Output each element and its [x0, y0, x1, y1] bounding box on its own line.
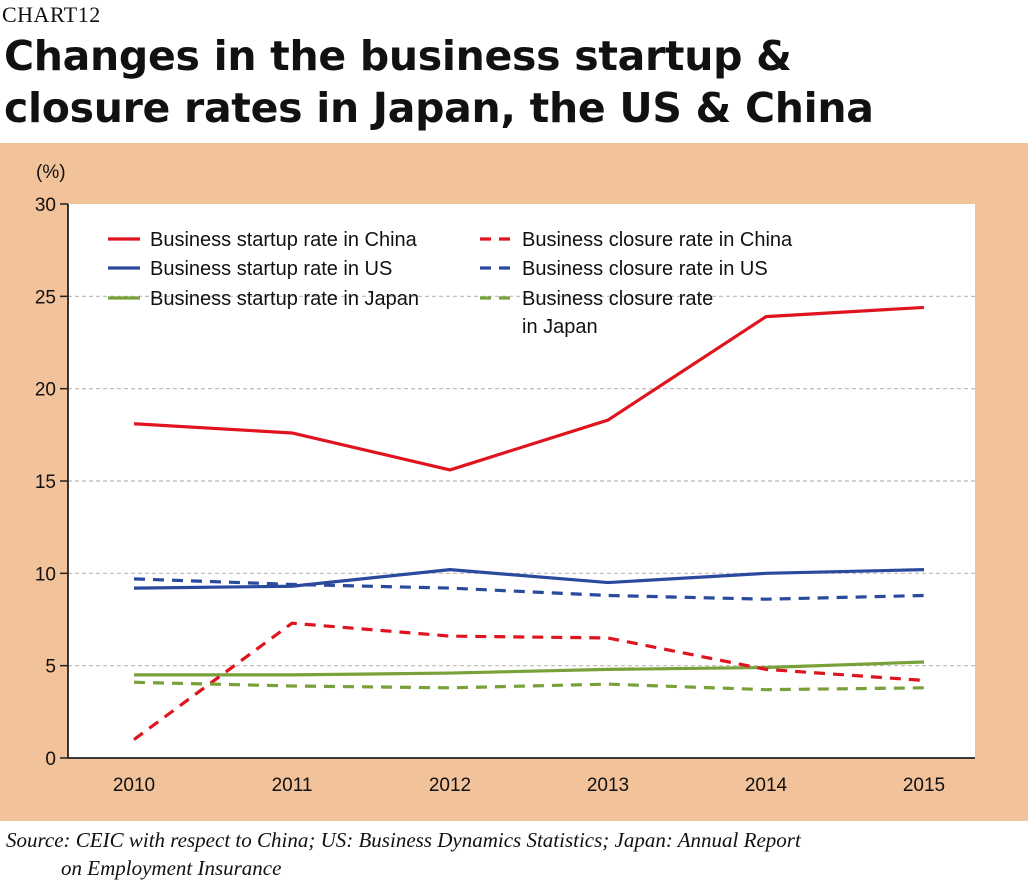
legend-label: Business closure rate in US	[522, 258, 768, 280]
legend-label: Business closure rate in China	[522, 229, 793, 251]
source-note: Source: CEIC with respect to China; US: …	[6, 826, 1022, 882]
source-line-1: Source: CEIC with respect to China; US: …	[6, 828, 801, 852]
x-tick-label: 2013	[587, 775, 629, 796]
legend-label: in Japan	[522, 316, 598, 338]
series-lines	[133, 305, 925, 741]
legend-label: Business startup rate in China	[150, 229, 418, 251]
series-line-0	[133, 305, 925, 472]
y-tick-label: 15	[35, 472, 56, 493]
chart-title: Changes in the business startup & closur…	[4, 30, 1024, 134]
chart-title-line-1: Changes in the business startup &	[4, 32, 792, 80]
x-tick-label: 2012	[429, 775, 471, 796]
y-tick-label: 0	[45, 749, 56, 770]
y-axis-label: (%)	[36, 162, 66, 183]
axes: 0 5 10 15 20 25 30 (%) 2010 2011 2012 2013 2014 2015	[35, 162, 975, 796]
y-tick-label: 30	[35, 195, 56, 216]
chart-title-line-2: closure rates in Japan, the US & China	[4, 84, 874, 132]
y-tick-label: 10	[35, 564, 56, 585]
legend-label: Business startup rate in Japan	[150, 288, 419, 310]
legend: Business startup rate in China Business c…	[108, 229, 793, 338]
y-tick-label: 25	[35, 287, 56, 308]
source-line-2: on Employment Insurance	[61, 856, 282, 880]
chart-number: CHART12	[2, 2, 101, 27]
legend-label: Business startup rate in US	[150, 258, 392, 280]
x-tick-label: 2011	[272, 775, 313, 796]
series-line-1	[133, 568, 925, 590]
series-line-2	[134, 660, 925, 677]
x-tick-label: 2010	[113, 775, 155, 796]
x-tick-label: 2015	[903, 775, 945, 796]
chart-panel: 0 5 10 15 20 25 30 (%) 2010 2011 2012 2013 2014 2015 …	[0, 143, 1028, 821]
y-tick-label: 5	[45, 657, 56, 678]
y-tick-label: 20	[35, 380, 56, 401]
x-tick-label: 2014	[745, 775, 788, 796]
legend-label: Business closure rate	[522, 288, 713, 310]
